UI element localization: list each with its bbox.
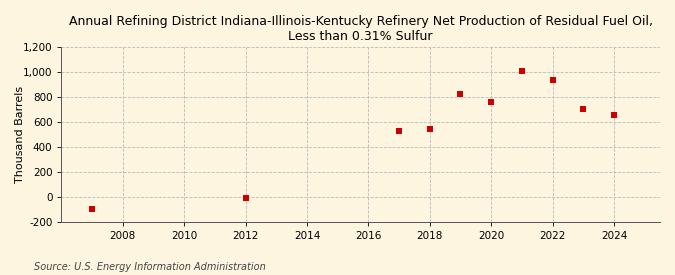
- Point: [240, 196, 251, 200]
- Text: Source: U.S. Energy Information Administration: Source: U.S. Energy Information Administ…: [34, 262, 265, 272]
- Point: [516, 68, 527, 73]
- Point: [578, 107, 589, 112]
- Title: Annual Refining District Indiana-Illinois-Kentucky Refinery Net Production of Re: Annual Refining District Indiana-Illinoi…: [69, 15, 653, 43]
- Point: [86, 207, 97, 211]
- Point: [609, 113, 620, 117]
- Point: [486, 100, 497, 104]
- Point: [394, 128, 404, 133]
- Point: [425, 127, 435, 131]
- Y-axis label: Thousand Barrels: Thousand Barrels: [15, 86, 25, 183]
- Point: [455, 92, 466, 97]
- Point: [547, 78, 558, 82]
